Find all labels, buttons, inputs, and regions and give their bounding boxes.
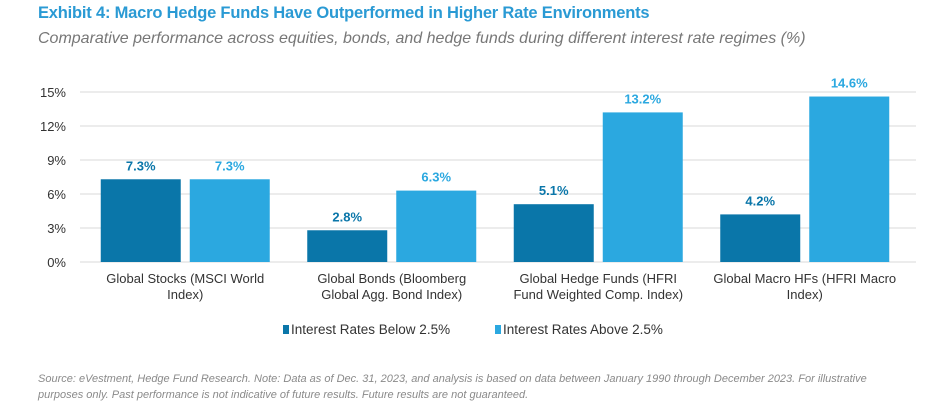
x-tick-label: Global Stocks (MSCI World — [106, 271, 264, 286]
y-tick-label: 12% — [40, 119, 66, 134]
data-label: 4.2% — [745, 193, 775, 208]
x-tick-label: Global Macro HFs (HFRI Macro — [713, 271, 896, 286]
bar — [513, 204, 594, 262]
x-tick-label: Index) — [167, 287, 203, 302]
bar — [720, 214, 801, 262]
source-note: Source: eVestment, Hedge Fund Research. … — [38, 371, 928, 403]
data-label: 5.1% — [539, 183, 569, 198]
source-note-line-2: purposes only. Past performance is not i… — [38, 389, 529, 401]
bar — [396, 190, 477, 262]
x-tick-label: Fund Weighted Comp. Index) — [513, 287, 683, 302]
chart-subtitle: Comparative performance across equities,… — [38, 30, 806, 47]
data-label: 2.8% — [332, 209, 362, 224]
data-label: 14.6% — [831, 76, 868, 91]
data-label: 7.3% — [215, 158, 245, 173]
bar — [307, 230, 388, 262]
bar — [189, 179, 270, 262]
y-tick-label: 6% — [47, 187, 66, 202]
data-label: 13.2% — [624, 91, 661, 106]
data-label: 7.3% — [126, 158, 156, 173]
bar — [602, 112, 683, 263]
legend-label: Interest Rates Above 2.5% — [503, 322, 663, 337]
y-tick-label: 15% — [40, 85, 66, 100]
y-tick-label: 0% — [47, 255, 66, 270]
legend-swatch — [495, 325, 501, 334]
chart-title: Exhibit 4: Macro Hedge Funds Have Outper… — [38, 4, 650, 22]
x-tick-label: Global Hedge Funds (HFRI — [519, 271, 677, 286]
x-tick-label: Global Bonds (Bloomberg — [317, 271, 466, 286]
x-tick-label: Index) — [787, 287, 823, 302]
data-label: 6.3% — [421, 170, 451, 185]
bar — [809, 96, 890, 263]
x-tick-label: Global Agg. Bond Index) — [321, 287, 462, 302]
source-note-line-1: Source: eVestment, Hedge Fund Research. … — [38, 373, 867, 385]
legend-label: Interest Rates Below 2.5% — [291, 322, 450, 337]
y-tick-label: 3% — [47, 221, 66, 236]
bar — [100, 179, 181, 262]
legend-swatch — [283, 325, 289, 334]
y-tick-label: 9% — [47, 153, 66, 168]
